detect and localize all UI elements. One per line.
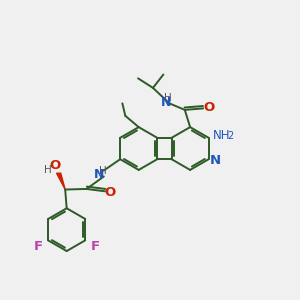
Text: NH: NH (212, 129, 230, 142)
Text: F: F (34, 239, 43, 253)
Text: H: H (44, 165, 52, 175)
Text: F: F (90, 239, 100, 253)
Text: N: N (94, 169, 104, 182)
Text: H: H (164, 93, 172, 103)
Text: 2: 2 (227, 131, 234, 141)
Text: O: O (50, 159, 61, 172)
Text: H: H (99, 166, 106, 176)
Text: O: O (105, 186, 116, 199)
Text: O: O (203, 101, 214, 114)
Polygon shape (57, 173, 65, 190)
Text: N: N (160, 96, 171, 109)
Text: N: N (210, 154, 221, 167)
